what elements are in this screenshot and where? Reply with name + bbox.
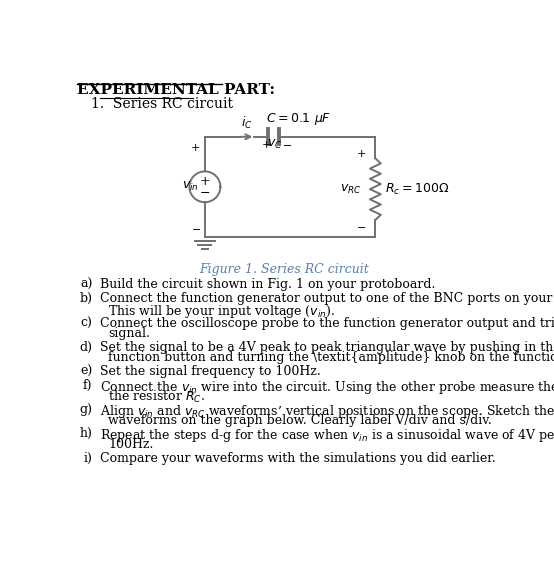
Text: h): h) [80,427,93,440]
Text: Figure 1. Series RC circuit: Figure 1. Series RC circuit [199,263,369,276]
Text: Set the signal to be a 4V peak to peak triangular wave by pushing in the correct: Set the signal to be a 4V peak to peak t… [100,341,554,354]
Text: signal.: signal. [108,327,150,340]
Text: This will be your input voltage ($v_{in}$).: This will be your input voltage ($v_{in}… [108,302,335,320]
Text: $v_C$: $v_C$ [267,139,283,151]
Text: +: + [199,175,210,188]
Text: $C = 0.1\ \mu F$: $C = 0.1\ \mu F$ [266,111,331,126]
Text: Connect the $v_{in}$ wire into the circuit. Using the other probe measure the vo: Connect the $v_{in}$ wire into the circu… [100,379,554,396]
Text: a): a) [80,278,93,292]
Text: 1.  Series RC circuit: 1. Series RC circuit [91,97,233,111]
Text: EXPERIMENTAL PART:: EXPERIMENTAL PART: [77,83,275,97]
Text: b): b) [80,292,93,305]
Text: $v_{RC}$: $v_{RC}$ [340,183,361,196]
Text: −: − [199,186,210,200]
Text: $-$: $-$ [191,223,201,233]
Text: $R_c = 100\Omega$: $R_c = 100\Omega$ [384,182,449,197]
Text: f): f) [83,379,93,392]
Text: Compare your waveforms with the simulations you did earlier.: Compare your waveforms with the simulati… [100,452,496,465]
Text: 100Hz.: 100Hz. [108,438,153,451]
Text: $+$: $+$ [191,142,201,153]
Text: Repeat the steps d-g for the case when $v_{in}$ is a sinusoidal wave of 4V peak-: Repeat the steps d-g for the case when $… [100,427,554,444]
Text: function button and turning the \textit{amplitude} knob on the function generato: function button and turning the \textit{… [108,351,554,364]
Text: e): e) [80,365,93,378]
Text: Connect the oscilloscope probe to the function generator output and trigger on t: Connect the oscilloscope probe to the fu… [100,317,554,329]
Text: $+$: $+$ [356,148,367,159]
Text: Align $v_{in}$ and $v_{RC}$ waveforms’ vertical positions on the scope. Sketch t: Align $v_{in}$ and $v_{RC}$ waveforms’ v… [100,403,554,420]
Text: $v_{in}$: $v_{in}$ [182,180,199,193]
Text: $-$: $-$ [356,221,367,231]
Text: $-$: $-$ [283,139,293,149]
Text: waveforms on the graph below. Clearly label V/div and s/div.: waveforms on the graph below. Clearly la… [108,413,492,427]
Text: d): d) [80,341,93,354]
Text: c): c) [81,317,93,329]
Text: g): g) [80,403,93,416]
Text: Set the signal frequency to 100Hz.: Set the signal frequency to 100Hz. [100,365,321,378]
Text: Connect the function generator output to one of the BNC ports on your protoboard: Connect the function generator output to… [100,292,554,305]
Text: Build the circuit shown in Fig. 1 on your protoboard.: Build the circuit shown in Fig. 1 on you… [100,278,435,292]
Text: $+$: $+$ [261,139,271,150]
Text: i): i) [84,452,93,465]
Text: the resistor $R_C$.: the resistor $R_C$. [108,389,205,405]
Text: $i_C$: $i_C$ [242,114,253,131]
